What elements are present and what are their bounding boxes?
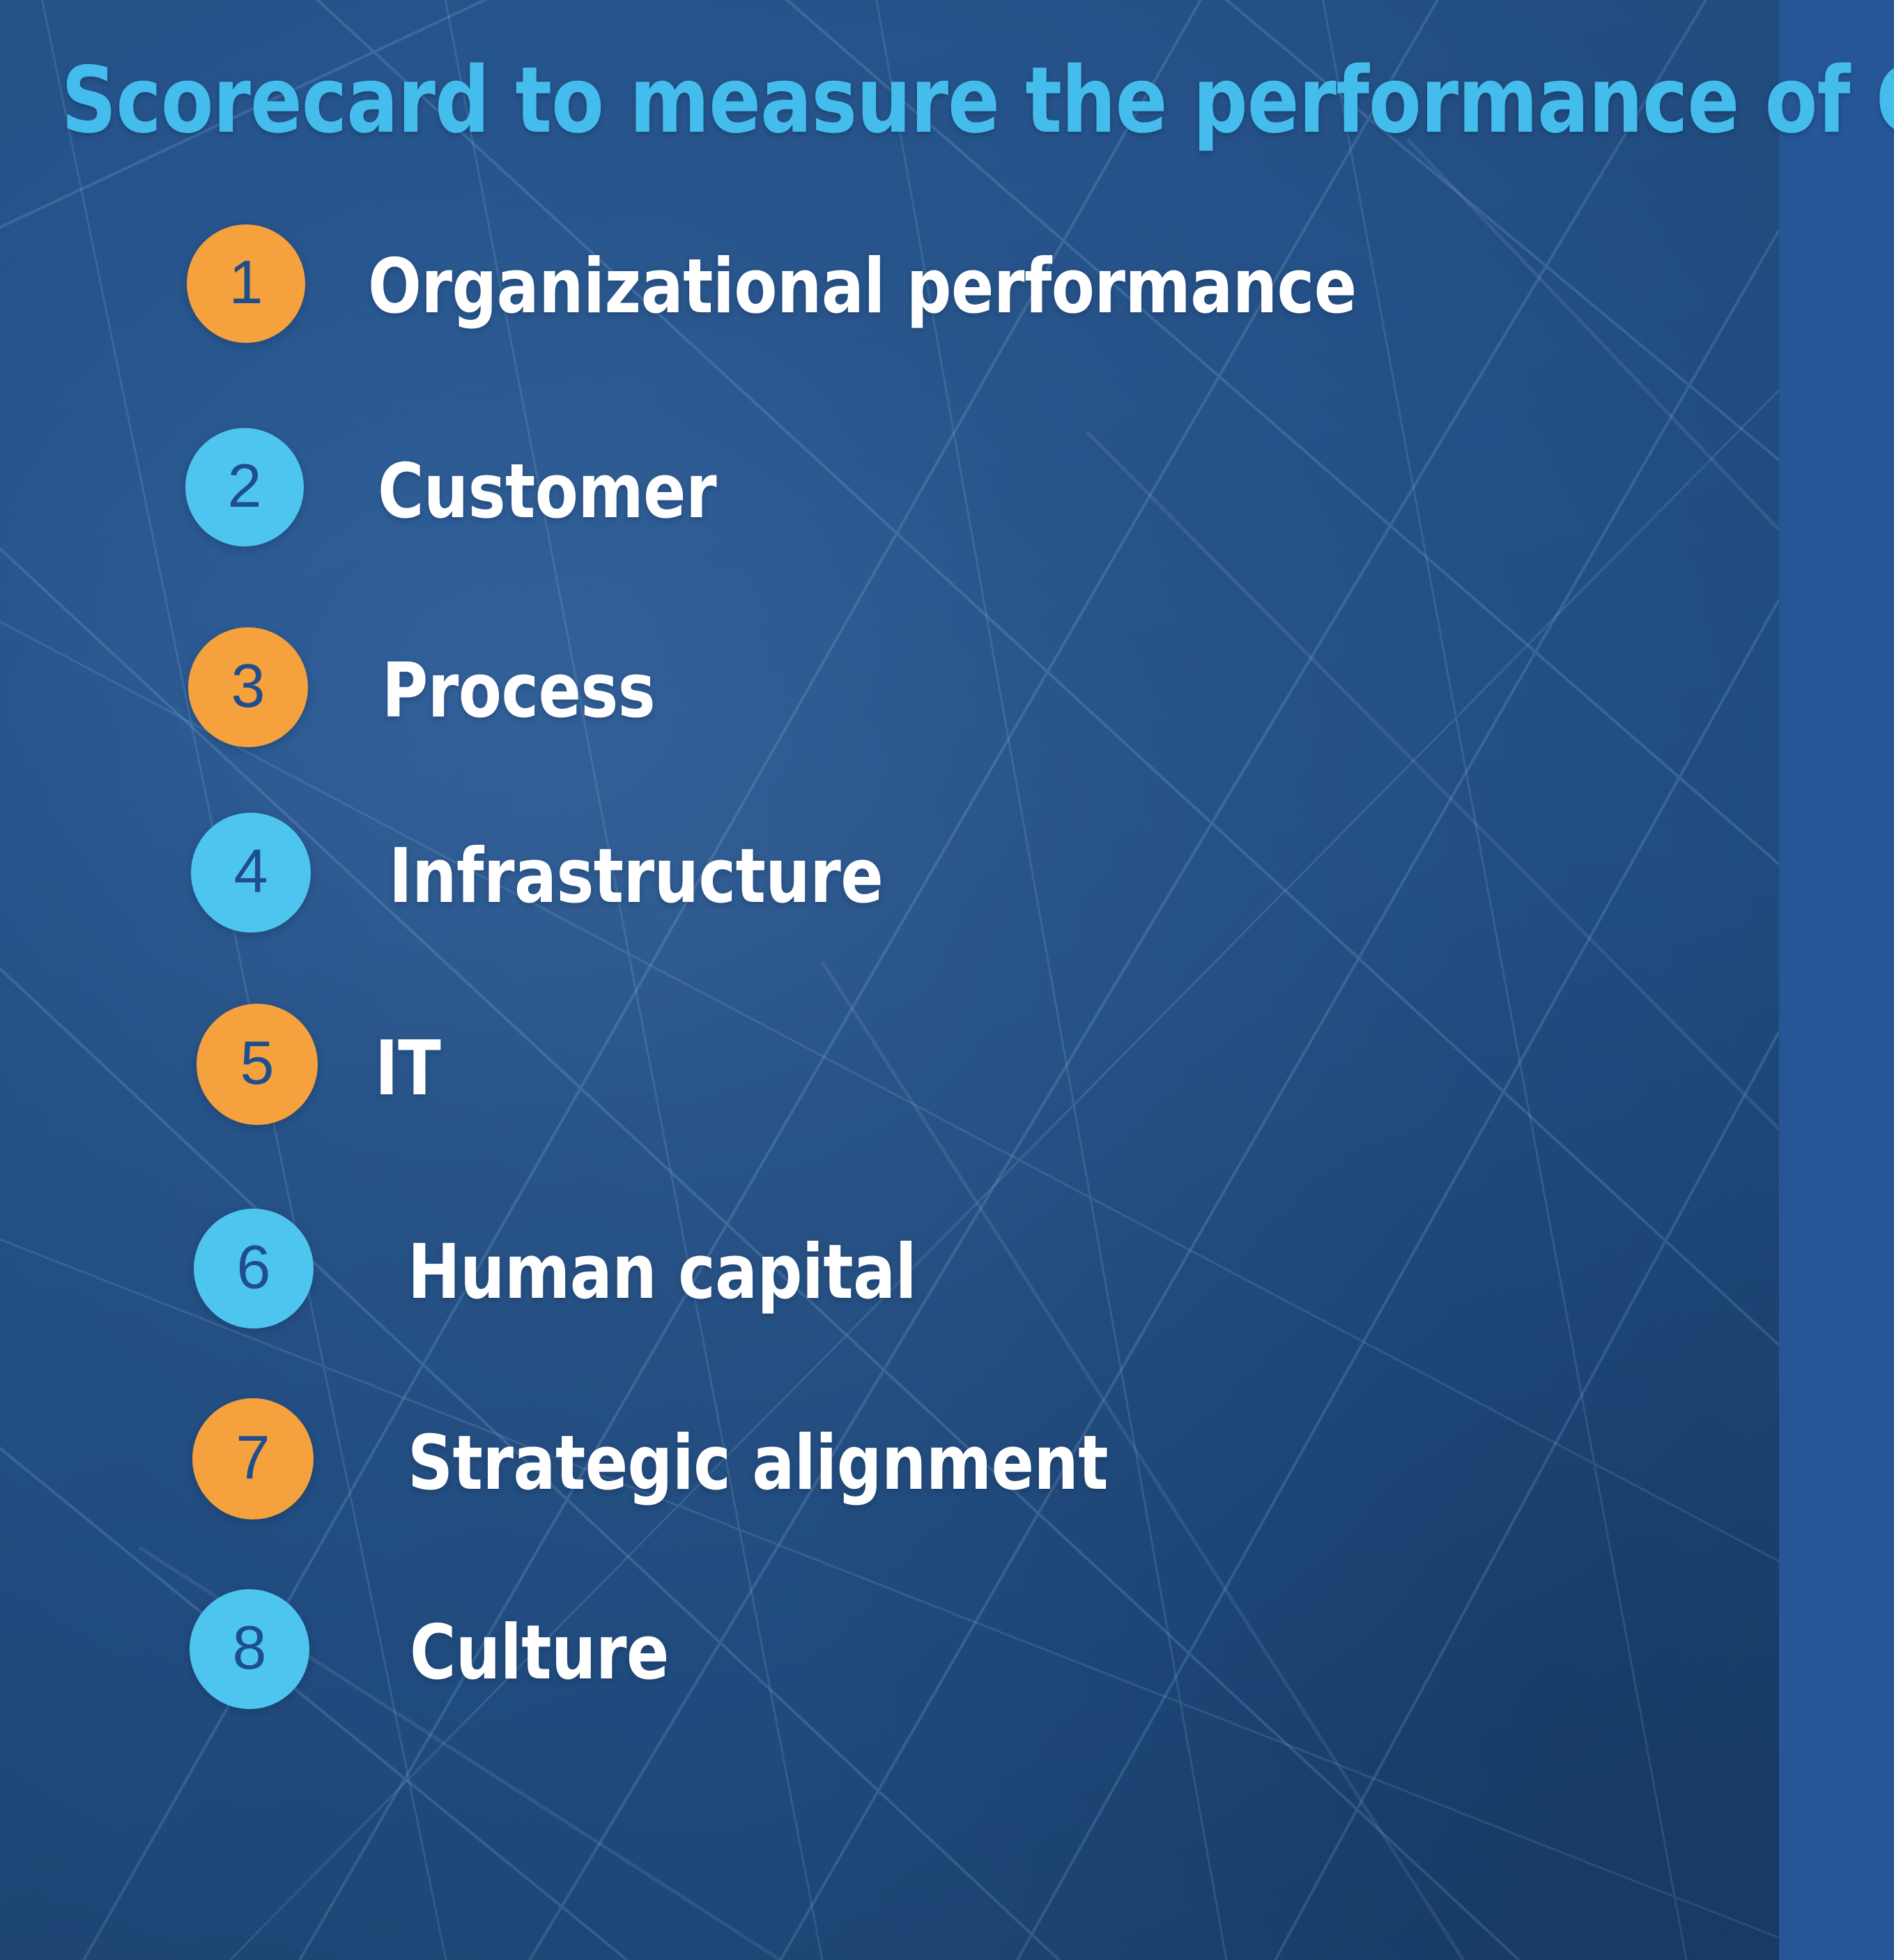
badge-number-label: 8 [232,1613,267,1682]
list-item-label: Infrastructure [389,833,884,920]
list-item-label: IT [375,1025,441,1112]
badge-number-label: 5 [240,1028,275,1097]
list-item-label: Culture [410,1609,669,1697]
badge-number-circle: 3 [188,627,308,747]
badge-number-circle: 6 [194,1209,314,1329]
background-right-panel [1779,0,1894,1960]
badge-number-label: 4 [233,836,268,905]
scorecard-list: 1 Organizational performance 2 Customer … [185,224,1357,1709]
badge-number-label: 1 [229,247,263,316]
badge-number-circle: 8 [190,1589,309,1709]
badge-number-circle: 7 [192,1398,314,1519]
badge-number-label: 6 [236,1232,271,1301]
badge-number-label: 3 [231,651,265,720]
badge-number-label: 7 [236,1423,270,1492]
list-item-label: Organizational performance [368,243,1357,330]
badge-number-label: 2 [227,451,262,520]
badge-number-circle: 4 [191,813,311,933]
page-title: Scorecard to measure the performance of … [61,47,1894,153]
badge-number-circle: 2 [185,428,304,546]
badge-number-circle: 1 [187,224,305,343]
badge-number-circle: 5 [197,1004,318,1125]
list-item-label: Customer [378,448,717,535]
list-item-label: Strategic alignment [408,1420,1109,1507]
list-item-label: Process [382,648,656,735]
list-item-label: Human capital [408,1229,917,1316]
